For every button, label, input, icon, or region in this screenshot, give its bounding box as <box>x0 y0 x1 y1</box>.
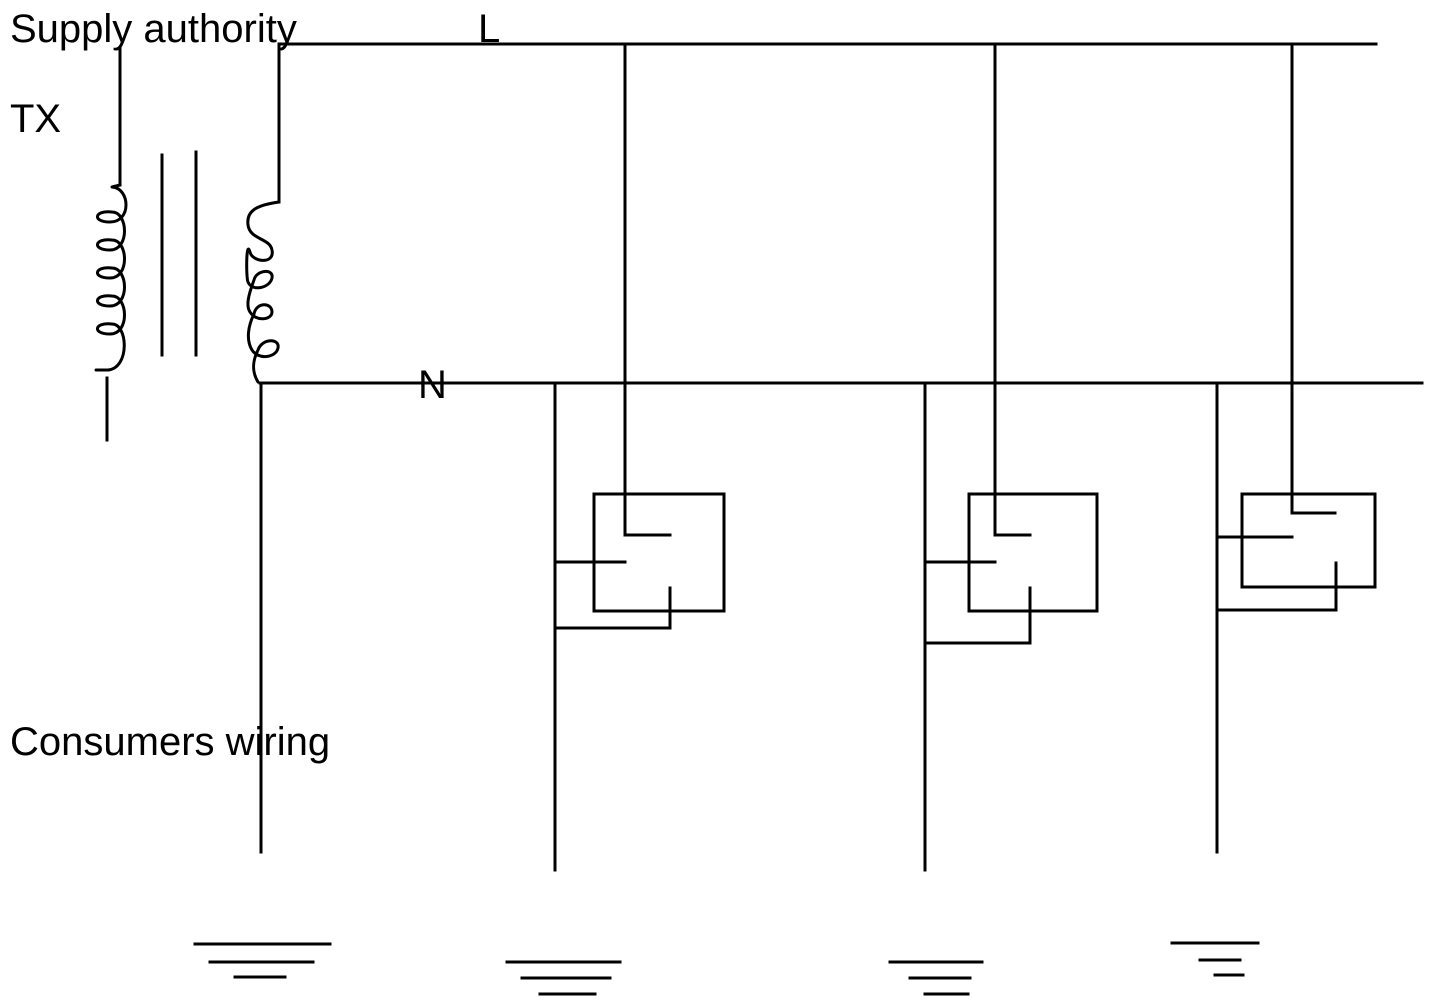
consumer-2 <box>923 42 1099 872</box>
consumer-2-earth-terminal <box>923 586 1032 645</box>
consumer-3 <box>1215 42 1377 854</box>
transformer <box>94 42 1424 854</box>
supply-authority-label: Supply authority <box>10 7 297 51</box>
line-label: L <box>478 7 500 51</box>
secondary-winding <box>245 200 281 384</box>
transformer-label: TX <box>10 97 61 141</box>
consumer-1-box <box>592 492 726 613</box>
consumer-1-earth-terminal <box>553 586 672 630</box>
consumers-wiring-label: Consumers wiring <box>10 720 330 764</box>
transformer-earth <box>193 942 332 979</box>
primary-winding <box>94 183 128 372</box>
consumer-3-earth <box>1170 941 1260 977</box>
consumer-3-earth-terminal <box>1215 561 1338 612</box>
consumer-1 <box>553 42 726 872</box>
consumer-3-box <box>1240 492 1377 589</box>
consumer-1-earth <box>505 960 622 996</box>
line-conductor <box>277 42 1378 204</box>
neutral-label: N <box>418 363 447 407</box>
consumer-2-box <box>967 492 1099 613</box>
consumer-2-earth <box>888 960 984 996</box>
